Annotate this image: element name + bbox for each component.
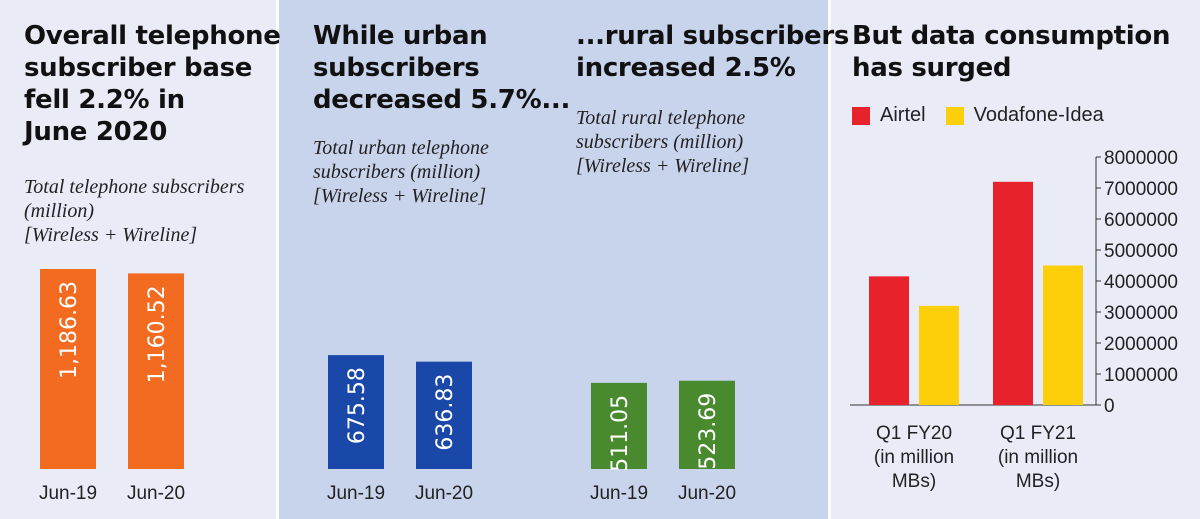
headline-line: Overall telephone (24, 21, 281, 51)
y-tick-label: 5000000 (1104, 241, 1178, 262)
bar-value-label: 523.69 (696, 393, 721, 470)
subtitle-rural: Total rural telephone subscribers (milli… (576, 106, 749, 178)
subtitle-total: Total telephone subscribers (million) [W… (24, 175, 244, 247)
subtitle-line: [Wireless + Wireline] (313, 185, 487, 207)
subtitle-line: [Wireless + Wireline] (576, 155, 750, 177)
y-tick-label: 8000000 (1104, 148, 1178, 169)
category-label: Q1 FY21 (1000, 423, 1076, 444)
legend-swatch (945, 106, 964, 125)
headline-line: But data consumption (852, 21, 1171, 51)
category-label: (in million (874, 447, 954, 468)
y-tick-label: 4000000 (1104, 272, 1178, 293)
headline-line: has surged (852, 53, 1012, 83)
headline-rural: ...rural subscribers increased 2.5% (576, 20, 849, 84)
subtitle-line: (million) (24, 200, 94, 222)
category-label: MBs) (892, 471, 936, 492)
bar (919, 305, 959, 405)
bar (416, 361, 472, 469)
bar (40, 269, 96, 469)
bar-value-label: 1,160.52 (145, 285, 170, 383)
legend-item-airtel: Airtel (852, 104, 926, 127)
category-label: Jun-20 (127, 483, 185, 504)
headline-line: increased 2.5% (576, 53, 796, 83)
subtitle-line: subscribers (million) (576, 131, 744, 153)
headline-line: fell 2.2% in (24, 85, 185, 115)
legend-label: Vodafone-Idea (973, 104, 1104, 126)
category-label: Jun-20 (678, 483, 736, 504)
bar (679, 380, 735, 469)
category-label: Jun-19 (590, 483, 648, 504)
subtitle-line: subscribers (million) (313, 161, 481, 183)
headline-line: June 2020 (24, 117, 168, 147)
y-tick-label: 1000000 (1104, 365, 1178, 386)
headline-urban: While urban subscribers decreased 5.7%..… (313, 20, 570, 116)
headline-line: decreased 5.7%... (313, 85, 571, 115)
headline-total: Overall telephone subscriber base fell 2… (24, 20, 281, 148)
legend-item-vodafone-idea: Vodafone-Idea (945, 104, 1104, 127)
bar (328, 355, 384, 469)
category-label: Jun-19 (39, 483, 97, 504)
legend-label: Airtel (880, 104, 926, 126)
bar (1043, 265, 1083, 405)
y-tick-label: 6000000 (1104, 210, 1178, 231)
category-label: Jun-19 (327, 483, 385, 504)
category-label: Jun-20 (415, 483, 473, 504)
subtitle-line: Total telephone subscribers (24, 176, 245, 198)
subtitle-line: Total rural telephone (576, 107, 746, 129)
headline-line: ...rural subscribers (576, 21, 850, 51)
bar-value-label: 1,186.63 (57, 281, 82, 379)
bar-value-label: 511.05 (608, 395, 633, 472)
legend: Airtel Vodafone-Idea (852, 104, 1124, 127)
y-tick-label: 2000000 (1104, 334, 1178, 355)
headline-data: But data consumption has surged (852, 20, 1170, 84)
headline-line: subscribers (313, 53, 480, 83)
subtitle-line: Total urban telephone (313, 137, 489, 159)
bar (993, 181, 1033, 405)
bar-value-label: 675.58 (345, 367, 370, 444)
y-tick-label: 7000000 (1104, 179, 1178, 200)
subtitle-urban: Total urban telephone subscribers (milli… (313, 136, 489, 208)
headline-line: subscriber base (24, 53, 253, 83)
legend-swatch (852, 106, 870, 125)
y-tick-label: 0 (1104, 396, 1115, 417)
bar (128, 273, 184, 469)
bar (591, 382, 647, 469)
y-tick-label: 3000000 (1104, 303, 1178, 324)
headline-line: While urban (313, 21, 488, 51)
category-label: Q1 FY20 (876, 423, 952, 444)
bar-value-label: 636.83 (433, 374, 458, 451)
category-label: (in million (998, 447, 1078, 468)
bar (869, 276, 909, 405)
subtitle-line: [Wireless + Wireline] (24, 224, 198, 246)
category-label: MBs) (1016, 471, 1060, 492)
